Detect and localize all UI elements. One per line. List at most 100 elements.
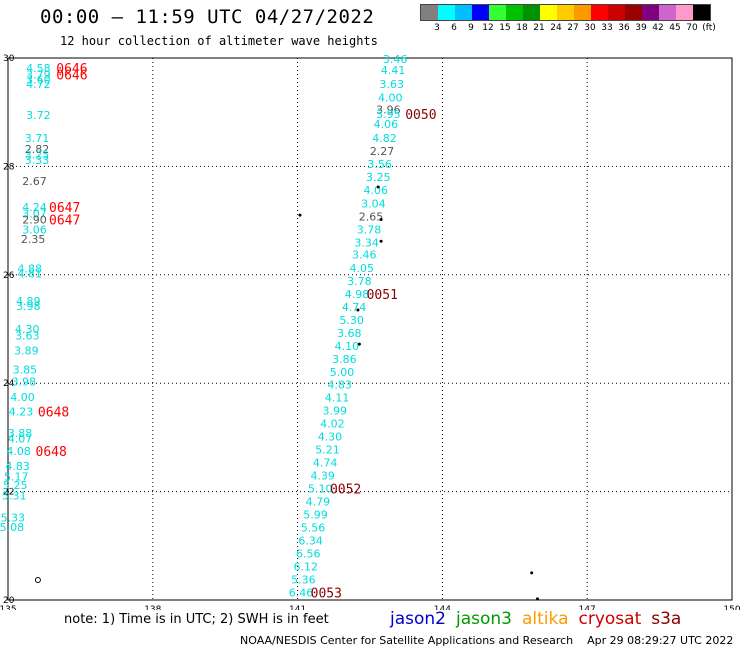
legend-tick-label: (ft) bbox=[702, 23, 716, 33]
time-label: 0050 bbox=[405, 108, 436, 123]
legend-swatch bbox=[642, 5, 659, 20]
dot-marker bbox=[376, 185, 380, 189]
dot-marker bbox=[379, 239, 383, 243]
wave-height-label: 3.71 bbox=[25, 132, 50, 145]
wave-height-label: 4.88 bbox=[17, 262, 42, 275]
legend-swatch bbox=[574, 5, 591, 20]
wave-height-label: 4.10 bbox=[335, 340, 360, 353]
legend-tick-label: 3 bbox=[434, 23, 440, 33]
x-tick-label: 144 bbox=[434, 605, 451, 610]
legend-tick-label: 45 bbox=[669, 23, 681, 33]
y-tick-label: 20 bbox=[3, 596, 15, 606]
time-label: 0053 bbox=[311, 586, 342, 601]
wave-height-label: 4.30 bbox=[15, 323, 40, 336]
wave-height-label: 5.99 bbox=[303, 508, 328, 521]
legend-swatch bbox=[421, 5, 438, 20]
satellite-label: cryosat bbox=[578, 609, 642, 629]
legend-swatch bbox=[472, 5, 489, 20]
wave-height-label: 5.10 bbox=[308, 482, 333, 495]
wave-height-label: 3.86 bbox=[332, 353, 357, 366]
legend-swatch bbox=[659, 5, 676, 20]
wave-height-label: 2.67 bbox=[22, 175, 47, 188]
legend-color-bar bbox=[420, 4, 711, 21]
y-tick-label: 30 bbox=[3, 54, 15, 64]
legend-tick-label: 33 bbox=[601, 23, 613, 33]
satellite-legend: jason2 jason3 altika cryosat s3a bbox=[390, 609, 691, 629]
wave-height-label: 3.98 bbox=[12, 376, 37, 389]
legend-swatch bbox=[506, 5, 523, 20]
wave-height-label: 3.79 bbox=[26, 68, 51, 81]
legend-tick-label: 30 bbox=[584, 23, 596, 33]
wave-height-label: 3.99 bbox=[323, 404, 348, 417]
wave-height-label: 3.88 bbox=[8, 427, 33, 440]
dot-marker bbox=[357, 342, 361, 346]
legend-swatch bbox=[693, 5, 710, 20]
wave-height-label: 3.96 bbox=[376, 103, 401, 116]
footnote: note: 1) Time is in UTC; 2) SWH is in fe… bbox=[64, 612, 329, 627]
time-label: 0647 bbox=[49, 201, 80, 216]
wave-height-label: 2.90 bbox=[22, 214, 47, 227]
legend-tick-label: 27 bbox=[567, 23, 579, 33]
wave-height-label: 5.00 bbox=[330, 366, 355, 379]
dot-marker bbox=[379, 218, 383, 222]
plot-area: 135 138 141 144 147 1502022242628304.583.793.… bbox=[0, 53, 740, 610]
wave-height-label: 4.02 bbox=[320, 417, 345, 430]
wave-height-label: 3.56 bbox=[367, 158, 392, 171]
wave-height-label: 4.08 bbox=[6, 445, 31, 458]
wave-height-label: 2.82 bbox=[25, 143, 50, 156]
wave-height-label: 6.34 bbox=[298, 534, 323, 547]
wave-height-label: 4.98 bbox=[345, 288, 370, 301]
wave-height-label: 2.27 bbox=[370, 145, 395, 158]
dot-marker bbox=[530, 571, 534, 575]
legend-swatch bbox=[557, 5, 574, 20]
wave-height-label: 4.72 bbox=[26, 78, 51, 91]
wave-height-label: 3.60 bbox=[26, 74, 51, 87]
legend-tick-label: 15 bbox=[499, 23, 511, 33]
time-label: 0647 bbox=[49, 214, 80, 229]
wave-height-label: 3.33 bbox=[25, 154, 50, 167]
y-tick-label: 24 bbox=[3, 379, 15, 389]
wave-height-label: 4.74 bbox=[313, 456, 338, 469]
chart-title: 00:00 – 11:59 UTC 04/27/2022 bbox=[40, 6, 375, 28]
x-tick-label: 147 bbox=[579, 605, 596, 610]
wave-height-label: 3.25 bbox=[25, 148, 50, 161]
y-tick-label: 26 bbox=[3, 271, 15, 281]
wave-height-label: 4.83 bbox=[5, 460, 30, 473]
plot-frame bbox=[7, 57, 733, 601]
y-tick-label: 22 bbox=[3, 488, 14, 498]
legend-tick-label: 39 bbox=[635, 23, 647, 33]
wave-height-label: 6.46 bbox=[289, 586, 314, 599]
legend-swatch bbox=[676, 5, 693, 20]
legend-swatch bbox=[489, 5, 506, 20]
y-tick-label: 28 bbox=[3, 162, 15, 172]
time-label: 0051 bbox=[367, 288, 398, 303]
wave-height-label: 4.07 bbox=[8, 432, 33, 445]
x-tick-label: 150 bbox=[723, 605, 740, 610]
wave-height-label: 5.31 bbox=[2, 489, 27, 502]
wave-height-label: 2.65 bbox=[359, 210, 384, 223]
chart-subtitle: 12 hour collection of altimeter wave hei… bbox=[60, 34, 378, 48]
wave-height-label: 3.46 bbox=[383, 53, 408, 66]
time-label: 0648 bbox=[36, 445, 67, 460]
wave-height-label: 3.68 bbox=[337, 327, 362, 340]
credit-line: NOAA/NESDIS Center for Satellite Applica… bbox=[240, 634, 734, 647]
satellite-label: s3a bbox=[651, 609, 682, 629]
wave-height-label: 4.23 bbox=[9, 405, 34, 418]
wave-height-label: 3.07 bbox=[22, 208, 47, 221]
wave-height-label: 4.79 bbox=[306, 495, 331, 508]
wave-height-label: 4.11 bbox=[325, 391, 350, 404]
wave-height-label: 4.89 bbox=[16, 295, 41, 308]
time-label: 0646 bbox=[56, 68, 87, 83]
wave-height-label: 4.00 bbox=[378, 92, 403, 105]
wave-height-label: 5.36 bbox=[291, 573, 316, 586]
legend-tick-label: 21 bbox=[533, 23, 545, 33]
wave-height-label: 4.58 bbox=[26, 62, 51, 75]
wave-height-label: 6.12 bbox=[294, 560, 319, 573]
wave-height-label: 4.06 bbox=[374, 118, 399, 131]
wave-height-label: 3.78 bbox=[357, 223, 382, 236]
legend-swatch bbox=[591, 5, 608, 20]
legend-tick-label: 6 bbox=[451, 23, 457, 33]
color-legend: 3 6 9 12 15 18 21 24 27 30 33 36 39 42 45 70 (ft) bbox=[420, 4, 716, 35]
dot-marker bbox=[356, 308, 360, 312]
wave-height-label: 3.04 bbox=[361, 197, 386, 210]
